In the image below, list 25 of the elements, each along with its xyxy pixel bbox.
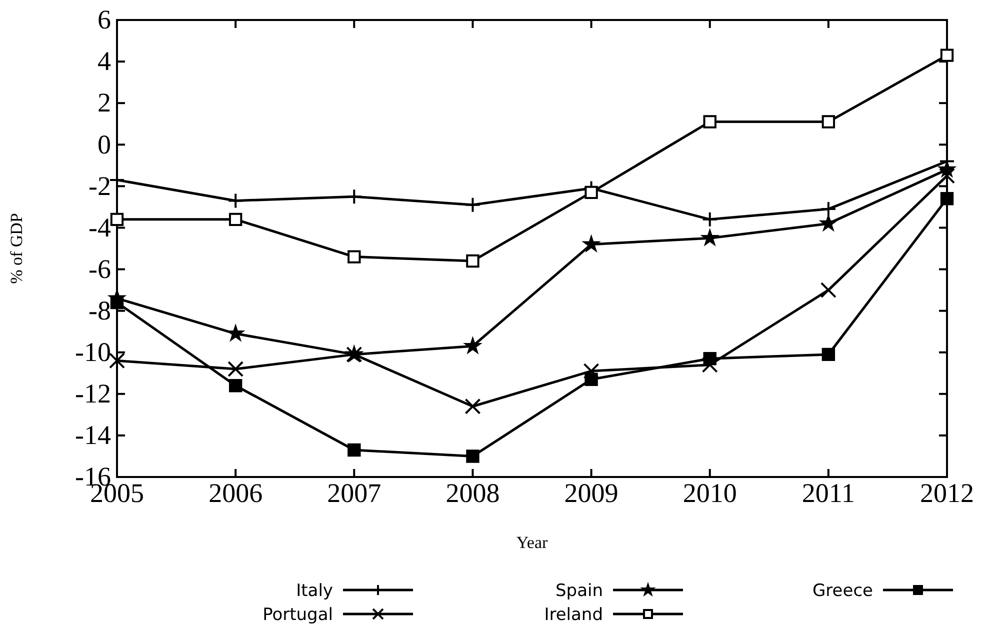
legend-label: Portugal (262, 605, 333, 625)
y-tick-label: -6 (88, 254, 111, 284)
x-tick-label: 2010 (682, 478, 737, 508)
y-tick-label: -2 (88, 170, 111, 201)
y-tick-label: -8 (88, 295, 111, 326)
x-tick-label: 2009 (564, 478, 618, 508)
y-tick-label: -4 (88, 212, 112, 242)
legend-label: Greece (812, 581, 873, 601)
y-tick-label: 0 (98, 129, 111, 160)
x-tick-label: 2012 (920, 478, 974, 508)
x-tick-label: 2007 (327, 478, 382, 508)
legend-label: Ireland (544, 605, 603, 625)
y-tick-label: 6 (98, 4, 111, 35)
y-tick-label: 2 (98, 88, 111, 118)
x-tick-label: 2008 (446, 478, 500, 508)
y-tick-label: -12 (75, 378, 111, 409)
legend-label: Spain (556, 581, 603, 601)
legend-label: Italy (296, 581, 333, 601)
y-tick-label: -14 (75, 420, 112, 450)
y-axis-title: % of GDP (7, 213, 26, 284)
x-tick-label: 2011 (802, 478, 855, 508)
x-tick-label: 2006 (208, 478, 263, 508)
x-axis-title: Year (516, 533, 548, 552)
y-tick-label: 4 (98, 46, 112, 76)
y-tick-label: -10 (75, 337, 111, 368)
